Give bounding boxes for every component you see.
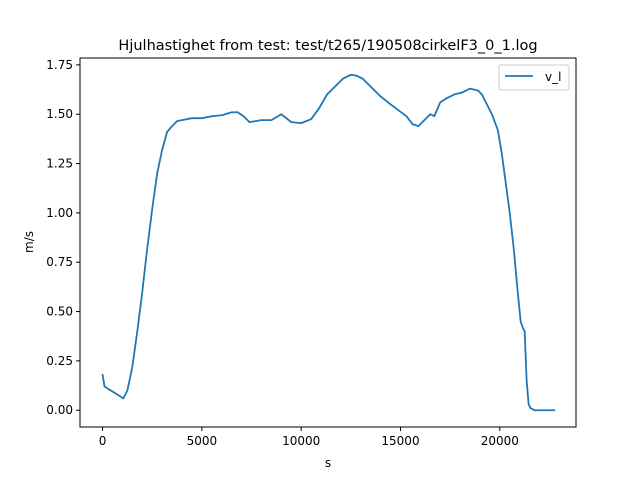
x-tick-label: 0 [99,434,107,448]
y-tick-label: 1.00 [46,206,73,220]
x-axis: 0 5000 10000 15000 20000 [99,427,519,448]
x-axis-label: s [325,456,331,470]
y-tick-label: 1.25 [46,157,73,171]
y-axis: 0.00 0.25 0.50 0.75 1.00 1.25 1.50 1.75 [46,58,80,417]
axes-frame [79,57,577,428]
y-tick-label: 0.50 [46,305,73,319]
x-tick-label: 20000 [481,434,519,448]
legend: v_l [498,64,570,91]
legend-label-v_l: v_l [545,70,561,84]
x-tick-label: 10000 [282,434,320,448]
legend-box [498,64,570,91]
y-tick-label: 0.75 [46,255,73,269]
y-tick-label: 0.00 [46,403,73,417]
series-line-v_l [101,73,556,412]
y-tick-label: 1.50 [46,107,73,121]
chart-title: Hjulhastighet from test: test/t265/19050… [118,38,537,54]
x-tick-label: 15000 [381,434,419,448]
y-axis-label: m/s [22,231,36,253]
plot-area [101,73,556,412]
y-tick-label: 1.75 [46,58,73,72]
y-tick-label: 0.25 [46,354,73,368]
x-tick-label: 5000 [187,434,218,448]
